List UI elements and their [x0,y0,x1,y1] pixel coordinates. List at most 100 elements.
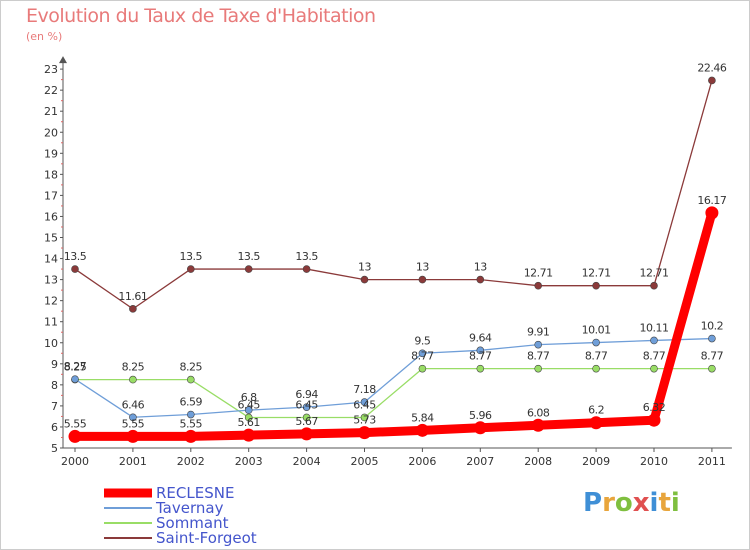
data-label: 13 [358,261,371,274]
y-tick-label: 12 [44,295,58,308]
y-tick-label: 10 [44,337,58,350]
data-label: 6.08 [527,406,550,419]
data-label: 9.64 [469,331,492,344]
data-label: 12.71 [640,267,669,280]
legend-label: Saint-Forgeot [156,529,257,547]
data-label: 16.17 [697,194,726,207]
data-label: 5.61 [237,416,260,429]
data-point-sommant [708,364,716,373]
data-point-sommant [476,364,485,373]
data-label: 10.11 [640,321,669,334]
x-tick-label: 2011 [698,455,726,468]
data-label: 6.45 [353,398,376,411]
data-label: 12.71 [524,267,553,280]
data-label: 5.73 [353,414,376,427]
data-point-tavernay [187,410,195,419]
y-tick-label: 7 [51,400,58,413]
data-point-reclesne [647,413,661,427]
data-point-reclesne [68,429,82,443]
data-point-tavernay [650,336,658,345]
data-label: 8.27 [64,360,87,373]
data-point-sommant [592,364,600,373]
data-point-saint-forgeot [244,265,253,273]
y-tick-label: 20 [44,126,58,139]
data-point-tavernay [418,349,427,358]
data-point-saint-forgeot [71,265,79,273]
logo-letter: o [614,488,633,518]
data-label: 6.45 [295,398,318,411]
data-label: 5.96 [469,409,492,422]
data-label: 8.25 [122,361,145,374]
data-point-reclesne [705,206,719,220]
y-tick-label: 17 [44,189,58,202]
data-point-tavernay [244,406,253,414]
data-point-sommant [534,364,543,373]
series-line-reclesne [75,211,717,441]
logo-letter: i [649,488,659,518]
data-label: 8.77 [643,350,666,363]
data-point-tavernay [534,340,543,349]
data-label: 22.46 [697,61,726,74]
data-label: 9.91 [527,326,550,339]
y-tick-label: 6 [51,421,58,434]
data-point-sommant [418,364,427,373]
data-point-saint-forgeot [708,76,716,85]
y-unit-label: (en %) [26,30,63,43]
data-point-saint-forgeot [592,281,600,290]
y-axis-arrow [59,56,67,64]
y-tick-label: 23 [44,63,58,76]
logo-letter: r [602,488,615,518]
data-label: 8.77 [527,350,550,363]
data-label: 5.55 [180,417,203,430]
data-point-reclesne [531,418,545,432]
data-point-reclesne [126,429,140,443]
y-tick-label: 8 [51,379,58,392]
y-tick-label: 14 [44,253,58,266]
data-label: 13 [474,261,487,274]
data-label: 8.25 [64,361,87,374]
data-point-tavernay [71,375,79,383]
data-point-sommant [302,413,311,422]
x-tick-label: 2000 [61,455,89,468]
y-tick-label: 21 [44,105,58,118]
y-tick-label: 11 [44,316,58,329]
data-point-tavernay [360,398,369,406]
data-point-sommant [360,413,369,422]
legend-label: Sommant [156,514,229,532]
logo-letter: P [583,488,603,518]
y-tick-label: 13 [44,274,58,287]
data-point-reclesne [358,426,371,440]
data-point-reclesne [184,429,198,443]
y-tick-label: 18 [44,168,58,181]
data-label: 13 [416,261,429,274]
data-point-reclesne [242,428,256,442]
data-label: 13.5 [237,250,260,263]
y-tick-label: 5 [51,442,58,455]
logo-letter: i [670,488,680,518]
data-point-reclesne [473,421,487,435]
data-label: 6.32 [643,401,666,414]
logo-letter: x [632,488,650,518]
legend-label: Tavernay [155,499,224,517]
x-tick-label: 2002 [177,455,205,468]
data-point-reclesne [415,423,429,437]
data-point-saint-forgeot [418,275,427,284]
data-point-sommant [129,375,137,384]
data-point-reclesne [589,416,603,430]
data-label: 10.01 [582,324,611,337]
y-tick-label: 16 [44,210,58,223]
series-line-tavernay [74,337,712,418]
data-point-tavernay [476,346,485,355]
data-point-tavernay [592,338,600,347]
data-label: 5.84 [411,411,434,424]
data-label: 13.5 [295,250,318,263]
data-point-tavernay [708,334,716,343]
data-label: 6.8 [241,391,257,404]
y-tick-label: 19 [44,147,58,160]
data-label: 12.71 [582,267,611,280]
x-tick-label: 2005 [351,455,379,468]
data-point-saint-forgeot [187,265,195,273]
data-label: 8.77 [411,350,434,363]
